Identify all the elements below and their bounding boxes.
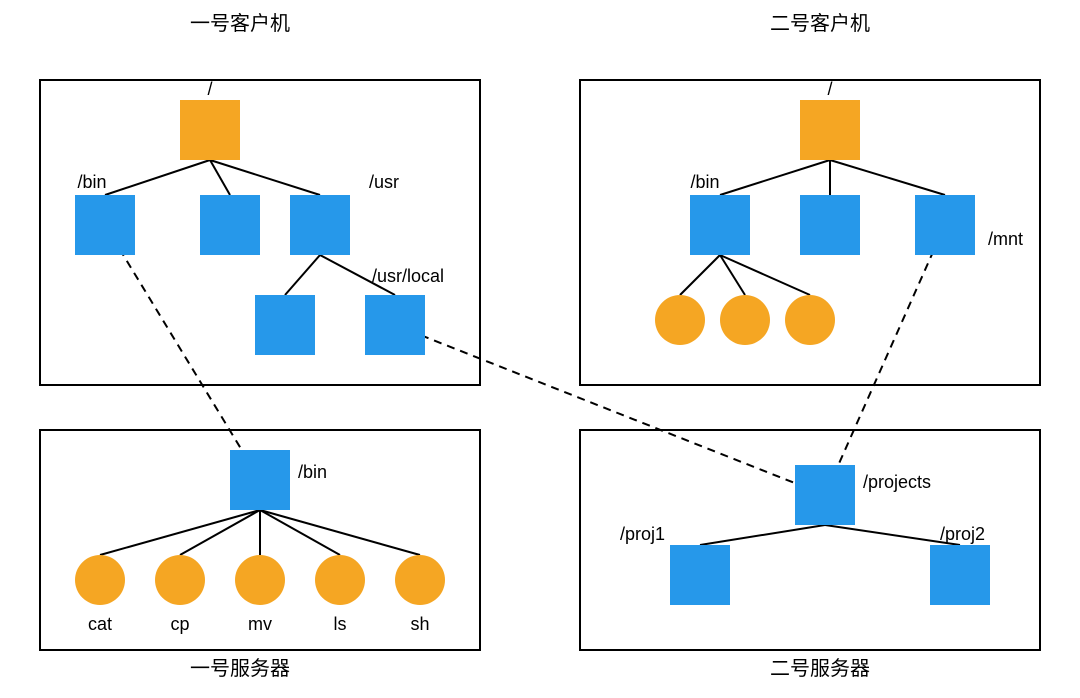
- label: ls: [334, 614, 347, 634]
- edge: [100, 510, 260, 555]
- node-c2_f1: [655, 295, 705, 345]
- dashed-edge: [105, 225, 260, 480]
- node-s2_p1: [670, 545, 730, 605]
- edge: [720, 160, 830, 195]
- node-c1_local: [365, 295, 425, 355]
- label: sh: [410, 614, 429, 634]
- node-c1_usr: [290, 195, 350, 255]
- label: /projects: [863, 472, 931, 492]
- node-s1_mv: [235, 555, 285, 605]
- label: /bin: [77, 172, 106, 192]
- label: /proj2: [940, 524, 985, 544]
- node-c1_mid: [200, 195, 260, 255]
- node-s1_sh: [395, 555, 445, 605]
- title-server2: 二号服务器: [770, 657, 870, 680]
- node-c2_mnt: [915, 195, 975, 255]
- edge: [680, 255, 720, 295]
- node-c2_mid: [800, 195, 860, 255]
- filesystem-diagram: 一号客户机 二号客户机一号服务器 二号服务器 / /bin/usr/usr/local /…: [0, 0, 1080, 698]
- node-s2_proj: [795, 465, 855, 525]
- node-c2_f3: [785, 295, 835, 345]
- node-c1_bin: [75, 195, 135, 255]
- label: /usr: [369, 172, 399, 192]
- label: /: [207, 79, 212, 99]
- title-client1: 一号客户机: [190, 12, 290, 35]
- edge: [180, 510, 260, 555]
- node-s1_ls: [315, 555, 365, 605]
- edge: [830, 160, 945, 195]
- node-c2_f2: [720, 295, 770, 345]
- node-c2_root: [800, 100, 860, 160]
- label: /bin: [298, 462, 327, 482]
- label: cp: [170, 614, 189, 634]
- node-c1_ul1: [255, 295, 315, 355]
- label: /usr/local: [372, 266, 444, 286]
- title-server1: 一号服务器: [190, 657, 290, 680]
- edge: [260, 510, 340, 555]
- label: /: [827, 79, 832, 99]
- edge: [105, 160, 210, 195]
- dashed-edge: [825, 225, 945, 495]
- label: /proj1: [620, 524, 665, 544]
- node-c1_root: [180, 100, 240, 160]
- node-s1_cp: [155, 555, 205, 605]
- label: mv: [248, 614, 272, 634]
- node-c2_bin: [690, 195, 750, 255]
- node-s2_p2: [930, 545, 990, 605]
- edge: [285, 255, 320, 295]
- title-client2: 二号客户机: [770, 12, 870, 35]
- label: /bin: [690, 172, 719, 192]
- node-s1_bin: [230, 450, 290, 510]
- node-s1_cat: [75, 555, 125, 605]
- dashed-edge: [395, 325, 825, 495]
- edge: [260, 510, 420, 555]
- edge: [700, 525, 825, 545]
- label: /mnt: [988, 229, 1023, 249]
- label: cat: [88, 614, 112, 634]
